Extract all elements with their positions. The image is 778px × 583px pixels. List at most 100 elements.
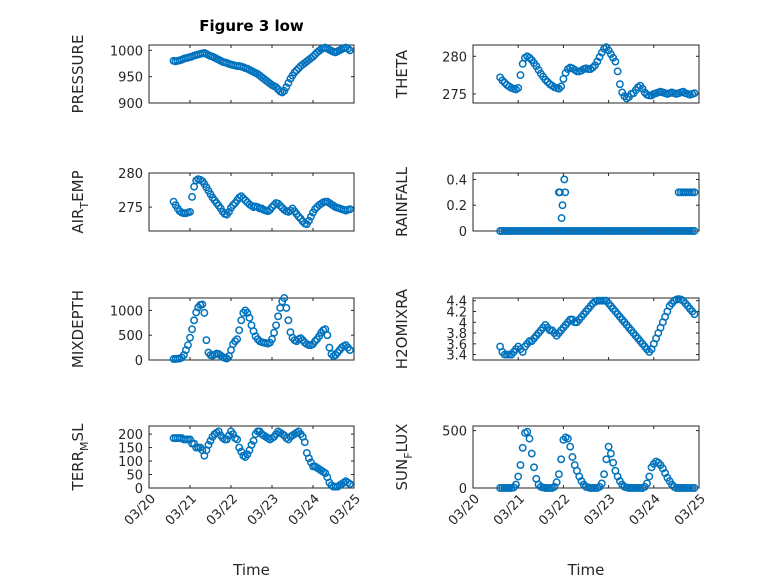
data-point <box>225 431 233 440</box>
data-point <box>602 455 611 464</box>
data-point <box>304 216 313 225</box>
y-axis-label-tail: LUX <box>393 424 411 453</box>
y-tick-label: 4 <box>459 316 467 331</box>
data-point <box>561 188 570 197</box>
y-tick-label: 3.8 <box>446 327 467 342</box>
y-tick-label: 500 <box>118 329 143 344</box>
data-point <box>690 227 699 235</box>
data-point <box>235 443 244 452</box>
y-tick-label: 280 <box>442 50 467 65</box>
data-point <box>516 71 525 80</box>
y-tick-label: 0.4 <box>446 173 467 188</box>
y-tick-label: 500 <box>442 425 467 440</box>
x-tick-label: 03/23 <box>581 492 618 529</box>
data-point <box>615 80 624 89</box>
x-tick-label: 03/21 <box>163 492 200 529</box>
data-point <box>190 316 199 325</box>
subplot-rainfall: 0 0.2 0.4 RAINFALL <box>393 166 700 240</box>
data-point <box>286 206 295 215</box>
data-point <box>307 212 315 221</box>
data-point <box>249 436 258 445</box>
axes-frame <box>472 425 700 489</box>
data-point <box>500 78 509 87</box>
data-point <box>559 435 568 444</box>
data-point <box>184 341 192 350</box>
data-point <box>235 326 244 335</box>
data-point <box>552 478 561 487</box>
y-tick-label: 0 <box>135 354 143 369</box>
data-point <box>620 92 629 101</box>
data-point <box>557 455 566 464</box>
data-point <box>606 449 615 458</box>
data-point <box>268 203 276 212</box>
chart-title: Figure 3 low <box>199 17 304 35</box>
y-tick-label: 275 <box>118 201 143 216</box>
y-tick-label: 1000 <box>110 304 143 319</box>
data-point <box>272 83 281 92</box>
y-tick-label: 900 <box>118 97 143 112</box>
data-point <box>530 463 538 472</box>
data-point <box>321 469 330 478</box>
data-point <box>514 83 523 92</box>
data-point <box>237 447 246 456</box>
y-tick-label: 0 <box>459 482 467 497</box>
data-point <box>555 188 564 197</box>
y-axis-label-tail: SL <box>69 423 87 442</box>
data-point <box>690 89 699 98</box>
y-tick-label: 0 <box>135 482 143 497</box>
data-point <box>543 77 552 86</box>
data-point <box>274 312 283 321</box>
y-tick-label: 200 <box>118 428 143 443</box>
data-point <box>294 212 303 221</box>
data-point <box>202 336 211 345</box>
data-point <box>609 458 618 467</box>
data-point <box>296 334 305 343</box>
y-axis-label-subscript: T <box>78 202 91 210</box>
data-point <box>292 66 301 75</box>
x-tick-label: 03/24 <box>286 492 323 529</box>
data-point <box>198 300 207 309</box>
data-point <box>309 52 317 61</box>
data-point <box>523 427 532 436</box>
y-tick-label: 3.4 <box>446 349 467 364</box>
data-point <box>237 316 246 325</box>
data-point <box>280 294 289 302</box>
data-point <box>690 188 699 197</box>
data-point <box>233 435 242 444</box>
x-tick-label: 03/20 <box>122 492 159 529</box>
data-point <box>566 442 575 451</box>
y-axis-label-main: PRESSURE <box>69 35 87 114</box>
data-point <box>186 207 194 216</box>
y-axis-label: THETA <box>393 49 411 99</box>
data-point <box>525 434 534 443</box>
y-axis-label: PRESSURE <box>69 35 87 114</box>
data-point <box>300 438 309 447</box>
data-point <box>186 435 194 444</box>
data-point <box>270 328 278 337</box>
data-point <box>311 337 319 346</box>
data-point <box>558 201 567 210</box>
data-point <box>304 454 313 463</box>
x-axis-label: Time <box>232 561 270 579</box>
data-point <box>516 461 525 469</box>
data-point <box>563 434 572 443</box>
data-point <box>600 470 609 479</box>
data-point <box>554 470 563 479</box>
data-point <box>690 484 699 492</box>
subplot-sun-flux: 0 500 03/20 03/21 03/22 03/23 03/24 03/25 SUNFLU… <box>393 424 709 579</box>
y-axis-label-main: MIXDEPTH <box>69 290 87 368</box>
subplot-pressure: 900 950 1000 PRESSURE Figure 3 low <box>69 17 355 114</box>
data-point <box>527 449 536 458</box>
data-point <box>604 442 613 451</box>
data-point <box>645 472 654 481</box>
data-point <box>307 458 315 467</box>
y-tick-label: 1000 <box>110 44 143 59</box>
data-point <box>518 443 527 452</box>
data-point <box>229 201 238 210</box>
subplot-h2omixra: 3.43.63.844.24.4 H2OMIXRA <box>393 288 700 369</box>
y-axis-label-main: RAINFALL <box>393 166 411 237</box>
subplot-theta: 275 280 THETA <box>393 43 700 104</box>
y-axis-label: AIRTEMP <box>69 170 91 233</box>
subplot-air-temp: 275 280 AIRTEMP <box>69 167 355 234</box>
